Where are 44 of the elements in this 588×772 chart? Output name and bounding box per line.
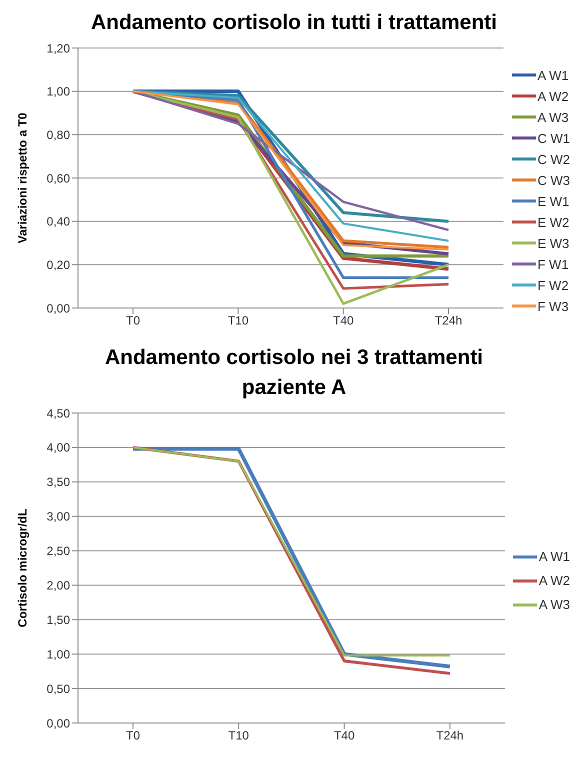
- x-tick-label: T24h: [434, 314, 462, 328]
- y-tick-label: 0,40: [46, 214, 70, 229]
- x-tick-label: T0: [126, 728, 140, 743]
- legend-label: E W3: [538, 236, 570, 250]
- y-tick-label: 1,00: [46, 84, 70, 99]
- legend-label: A W2: [538, 88, 569, 104]
- y-tick-label: 2,00: [46, 578, 70, 592]
- y-axis-title: Cortisolo microgr/dL: [15, 508, 30, 628]
- x-tick-label: T0: [126, 314, 140, 328]
- y-tick-label: 3,50: [46, 475, 70, 490]
- legend-label: A W3: [538, 597, 570, 612]
- legend-label: E W2: [538, 214, 570, 230]
- legend-label: C W3: [538, 172, 570, 188]
- legend-label: C W1: [538, 130, 570, 146]
- x-tick-label: T10: [228, 728, 250, 743]
- y-tick-label: 0,00: [46, 301, 70, 316]
- x-tick-label: T10: [228, 314, 249, 328]
- legend-label: A W3: [538, 110, 569, 124]
- y-tick-label: 0,80: [46, 128, 70, 142]
- y-tick-label: 1,20: [46, 41, 70, 56]
- y-tick-label: 4,00: [46, 440, 70, 455]
- y-axis-title: Variazioni rispetto a T0: [15, 112, 30, 244]
- y-tick-label: 0,20: [46, 258, 70, 272]
- legend-label: E W1: [538, 194, 570, 208]
- legend-label: A W1: [538, 68, 569, 82]
- y-tick-label: 0,00: [46, 716, 70, 730]
- y-tick-label: 2,50: [46, 544, 70, 558]
- y-tick-label: 0,50: [46, 682, 70, 696]
- legend-label: F W3: [538, 298, 569, 314]
- legend-label: F W1: [538, 256, 569, 272]
- x-tick-label: T40: [332, 314, 354, 328]
- x-tick-label: T40: [334, 728, 355, 743]
- x-tick-label: T24h: [436, 728, 464, 743]
- y-tick-label: 1,00: [46, 647, 70, 662]
- y-tick-label: 3,00: [46, 510, 70, 524]
- chart-title: Andamento cortisolo in tutti i trattamenti: [90, 10, 498, 36]
- y-tick-label: 4,50: [46, 406, 70, 420]
- y-tick-label: 1,50: [46, 612, 70, 627]
- y-tick-label: 0,60: [46, 171, 70, 186]
- legend-label: A W1: [538, 549, 570, 564]
- legend-label: A W2: [538, 573, 570, 588]
- legend-label: F W2: [538, 278, 569, 292]
- chart-title: Andamento cortisolo nei 3 trattamenti paziente A: [104, 345, 484, 401]
- legend-label: C W2: [538, 152, 570, 166]
